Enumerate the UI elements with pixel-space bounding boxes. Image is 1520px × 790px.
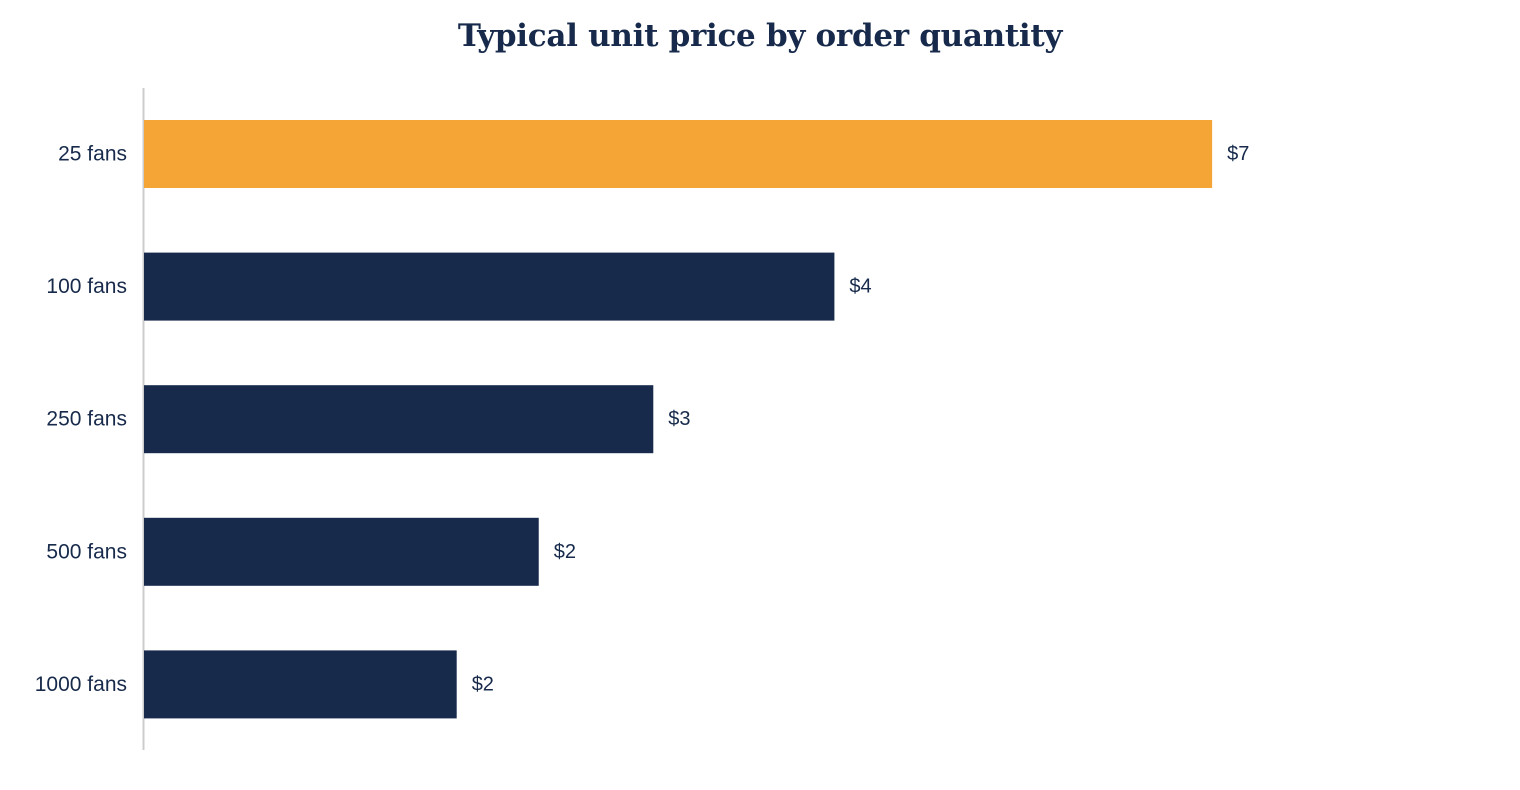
category-label: 250 fans xyxy=(46,408,127,431)
category-label: 500 fans xyxy=(46,540,127,563)
bar-25-fans xyxy=(144,120,1213,188)
bar-250-fans xyxy=(144,385,654,454)
value-label: $7 xyxy=(1227,143,1249,165)
category-label: 100 fans xyxy=(46,275,127,298)
bars-layer xyxy=(144,120,1213,719)
value-label: $2 xyxy=(554,541,576,563)
bar-1000-fans xyxy=(144,650,457,719)
value-label: $3 xyxy=(668,408,690,430)
chart-title: Typical unit price by order quantity xyxy=(457,18,1063,54)
bar-500-fans xyxy=(144,517,539,586)
labels-layer: 25 fans $7 100 fans $4 250 fans $3 500 fans $2 1… xyxy=(35,143,1250,696)
category-label: 25 fans xyxy=(58,143,127,166)
value-label: $2 xyxy=(472,673,494,695)
category-label: 1000 fans xyxy=(35,673,127,696)
bar-100-fans xyxy=(144,252,835,321)
value-label: $4 xyxy=(849,276,871,298)
